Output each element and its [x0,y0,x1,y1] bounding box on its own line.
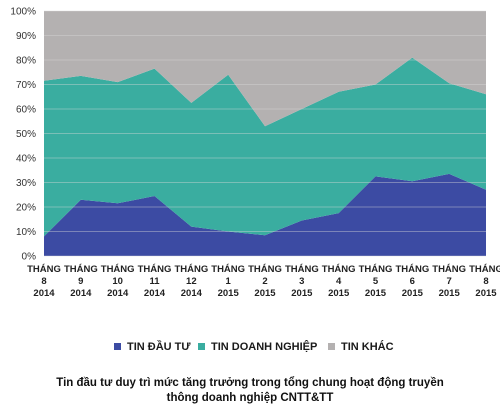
x-tick-label: THÁNG 10 2014 [101,264,135,299]
legend-label: TIN ĐẦU TƯ [127,340,191,353]
y-tick-label: 90% [16,31,36,42]
caption-line-1: Tin đầu tư duy trì mức tăng trưởng trong… [56,377,444,389]
caption-line-2: thông doanh nghiệp CNTT&TT [166,392,334,404]
chart-legend: TIN ĐẦU TƯ TIN DOANH NGHIỆP TIN KHÁC [114,340,394,353]
x-tick-label: THÁNG 9 2014 [64,264,98,299]
chart-areas [44,11,486,256]
chart-gridlines [44,10,486,257]
x-tick-label: THÁNG 4 2015 [322,264,356,299]
y-tick-label: 0% [22,252,37,263]
chart-caption: Tin đầu tư duy trì mức tăng trưởng trong… [0,376,500,406]
y-tick-label: 50% [16,129,36,140]
area-series-3 [44,11,486,127]
y-tick-label: 70% [16,80,36,91]
y-tick-label: 60% [16,105,36,116]
legend-swatch [114,343,121,350]
legend-swatch [328,343,335,350]
area-series-2 [44,57,486,237]
x-tick-label: THÁNG 7 2015 [432,264,466,299]
y-tick-label: 80% [16,56,36,67]
x-tick-label: THÁNG 2 2015 [248,264,282,299]
area-series-1 [44,173,486,256]
x-tick-label: THÁNG 1 2015 [211,264,245,299]
legend-swatch [198,343,205,350]
legend-label: TIN DOANH NGHIỆP [211,340,317,353]
y-axis-ticks: 0% 10% 20% 30% 40% 50% 60% 70% 80% 90% 100% [10,7,36,263]
x-tick-label: THÁNG 8 2014 [27,264,61,299]
x-tick-label: THÁNG 3 2015 [285,264,319,299]
y-tick-label: 40% [16,154,36,165]
x-tick-label: THÁNG 11 2014 [138,264,172,299]
x-tick-label: THÁNG 6 2015 [395,264,429,299]
legend-label: TIN KHÁC [341,340,394,353]
x-tick-label: THÁNG 8 2015 [469,264,500,299]
x-tick-label: THÁNG 12 2014 [174,264,208,299]
y-tick-label: 100% [10,7,36,18]
y-tick-label: 30% [16,178,36,189]
y-tick-label: 10% [16,227,36,238]
y-tick-label: 20% [16,203,36,214]
x-tick-label: THÁNG 5 2015 [359,264,393,299]
